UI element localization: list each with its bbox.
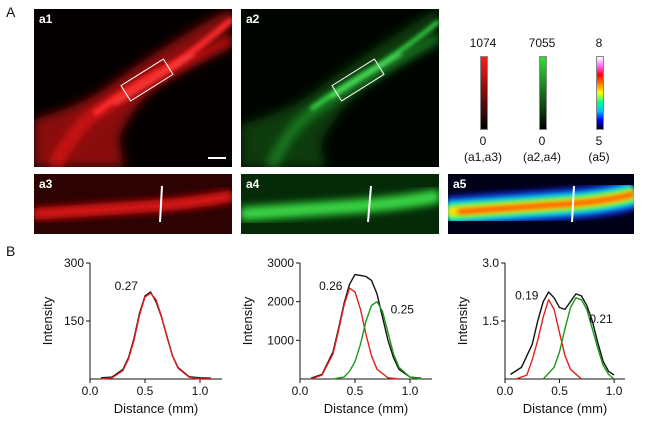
profile-chart-3: 0.0 0.5 1.0 1.5 3.0 Distance (mm) Intensity 0.1…	[455, 256, 625, 416]
colorbar-3-min: 5	[595, 134, 603, 148]
colorbar-rainbow	[596, 56, 604, 130]
x-axis-label: Distance (mm)	[114, 401, 199, 416]
x-tick-label: 0.0	[292, 384, 309, 398]
colorbar-green	[539, 56, 547, 130]
colorbar-2-min: 0	[538, 134, 546, 148]
series-line-3	[332, 301, 422, 380]
x-tick-label: 1.0	[402, 384, 419, 398]
y-tick-label: 300	[64, 256, 84, 270]
colorbar-red	[480, 56, 488, 130]
series-line-1	[100, 291, 212, 379]
fwhm-annotation: 0.19	[515, 289, 539, 303]
colorbar-1-caption: (a1,a3)	[463, 150, 503, 164]
image-a4-graphic	[241, 174, 439, 234]
colorbar-2-max: 7055	[528, 36, 556, 50]
image-panel-a4: a4	[241, 174, 439, 234]
panel-label-a3: a3	[39, 177, 53, 191]
y-axis-label: Intensity	[40, 296, 55, 345]
profile-charts: 0.0 0.5 1.0 150 300 Distance (mm) Intensity 0.2…	[40, 256, 625, 416]
y-tick-label: 3.0	[482, 256, 499, 270]
section-b-label: B	[6, 243, 16, 259]
colorbar-1-min: 0	[479, 134, 487, 148]
image-panel-a1: a1	[34, 9, 232, 167]
x-tick-label: 0.5	[551, 384, 568, 398]
y-axis-label: Intensity	[455, 296, 470, 345]
x-tick-label: 1.0	[606, 384, 623, 398]
section-a-label: A	[6, 4, 16, 20]
image-a1-graphic	[34, 9, 232, 167]
colorbar-2-caption: (a2,a4)	[522, 150, 562, 164]
y-axis-label: Intensity	[240, 296, 255, 345]
panel-label-a4: a4	[246, 177, 260, 191]
colorbar-3-max: 8	[595, 36, 603, 50]
y-tick-label: 1.5	[482, 314, 499, 328]
y-tick-label: 2000	[267, 295, 294, 309]
panel-label-a2: a2	[246, 12, 260, 26]
panel-label-a5: a5	[453, 177, 467, 191]
image-panel-a3: a3	[34, 174, 232, 234]
image-a2-graphic	[241, 9, 439, 167]
fwhm-annotation: 0.25	[391, 302, 415, 316]
x-axis-label: Distance (mm)	[324, 401, 409, 416]
x-tick-label: 0.5	[137, 384, 154, 398]
y-tick-label: 3000	[267, 256, 294, 270]
fwhm-annotation: 0.21	[589, 312, 613, 326]
series-line-2	[310, 287, 400, 380]
panel-label-a1: a1	[39, 12, 53, 26]
image-a5-graphic	[448, 174, 634, 234]
series-line-1	[510, 291, 615, 376]
image-panel-a2: a2	[241, 9, 439, 167]
image-a3-graphic	[34, 174, 232, 234]
x-tick-label: 0.0	[497, 384, 514, 398]
series-line-2	[515, 299, 582, 380]
x-tick-label: 0.5	[347, 384, 364, 398]
series-line-3	[542, 297, 615, 380]
profile-chart-2: 0.0 0.5 1.0 1000 2000 3000 Distance (mm) Intens…	[240, 256, 432, 416]
fwhm-annotation: 0.27	[115, 279, 139, 293]
y-tick-label: 150	[64, 314, 84, 328]
image-panel-a5: a5	[448, 174, 634, 234]
profile-chart-1: 0.0 0.5 1.0 150 300 Distance (mm) Intensity 0.2…	[40, 256, 222, 416]
colorbar-3-caption: (a5)	[588, 150, 610, 164]
x-tick-label: 0.0	[82, 384, 99, 398]
fwhm-annotation: 0.26	[319, 279, 343, 293]
y-tick-label: 1000	[267, 333, 294, 347]
x-tick-label: 1.0	[192, 384, 209, 398]
series-line-2	[100, 292, 211, 380]
x-axis-label: Distance (mm)	[523, 401, 608, 416]
colorbar-1-max: 1074	[469, 36, 497, 50]
